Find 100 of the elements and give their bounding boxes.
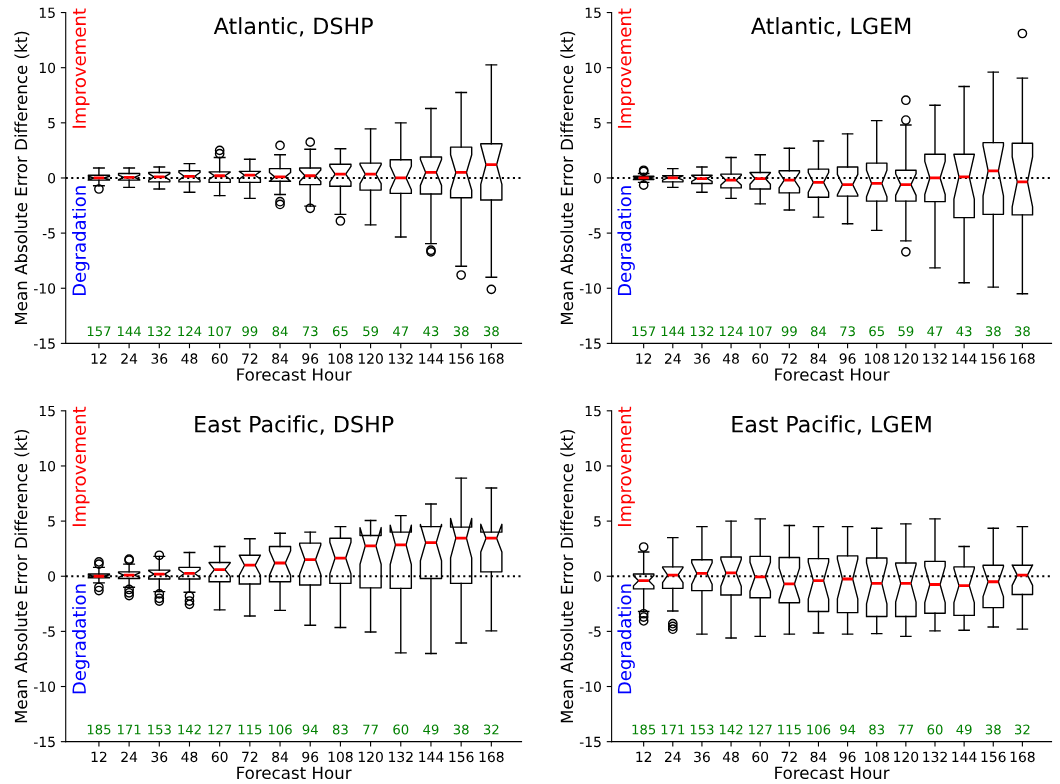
annotation: 84 xyxy=(272,326,288,337)
x-tick-label: 60 xyxy=(211,751,228,763)
x-tick-label: 72 xyxy=(781,751,797,762)
x-tick-label: 60 xyxy=(752,751,769,763)
annotation: 144 xyxy=(117,326,141,336)
y-tick-label: 5 xyxy=(48,516,55,527)
annotation: 47 xyxy=(927,326,943,336)
x-tick-label: 12 xyxy=(91,751,107,762)
annotation: Degradation xyxy=(72,186,90,296)
x-tick-label: 60 xyxy=(752,353,769,364)
annotation: 142 xyxy=(719,724,743,735)
annotation: 43 xyxy=(956,326,972,337)
annotation: 94 xyxy=(302,724,318,735)
x-tick-label: 24 xyxy=(121,751,138,762)
x-tick-label: 84 xyxy=(810,353,827,364)
x-tick-label: 132 xyxy=(389,353,413,364)
x-tick-label: 168 xyxy=(1010,751,1035,763)
x-tick-label: 12 xyxy=(91,353,107,364)
annotation: 38 xyxy=(985,724,1001,735)
annotation: 157 xyxy=(632,326,656,337)
annotation: 153 xyxy=(690,724,714,735)
x-tick-label: 36 xyxy=(694,353,710,364)
annotation: 171 xyxy=(117,724,141,735)
annotation: 153 xyxy=(148,724,171,735)
annotation: 43 xyxy=(423,326,439,337)
x-tick-label: 36 xyxy=(151,353,168,364)
x-tick-label: 132 xyxy=(389,751,413,763)
annotation: 60 xyxy=(393,724,409,735)
chart-title: East Pacific, DSHP xyxy=(195,415,394,435)
annotation: 32 xyxy=(1015,724,1030,735)
y-tick-label: 0 xyxy=(593,172,601,184)
x-tick-label: 24 xyxy=(121,353,138,364)
annotation: Improvement xyxy=(617,8,635,128)
x-tick-label: 156 xyxy=(981,353,1006,364)
x-tick-label: 96 xyxy=(302,353,319,364)
x-tick-label: 120 xyxy=(894,353,919,364)
annotation: Improvement xyxy=(72,8,90,128)
annotation: 60 xyxy=(927,724,943,735)
annotation: 115 xyxy=(238,724,262,735)
annotation: 65 xyxy=(332,326,348,337)
annotation: 185 xyxy=(87,724,111,735)
x-tick-label: 72 xyxy=(242,353,258,364)
annotation: Improvement xyxy=(72,406,90,527)
y-tick-label: 0 xyxy=(593,571,601,582)
annotation: 132 xyxy=(148,326,171,337)
x-tick-label: 108 xyxy=(865,353,890,364)
y-tick-label: -15 xyxy=(579,736,601,748)
x-tick-label: 156 xyxy=(449,353,474,364)
annotation: 94 xyxy=(840,724,856,735)
y-axis-title: Mean Absolute Error Difference (kt) xyxy=(14,31,30,325)
annotation: 38 xyxy=(453,326,469,337)
y-tick-label: -5 xyxy=(588,228,601,239)
x-tick-label: 120 xyxy=(358,353,383,364)
x-tick-label: 144 xyxy=(952,353,977,364)
x-tick-label: 156 xyxy=(449,751,474,763)
x-tick-label: 120 xyxy=(358,751,383,763)
y-axis-title: Mean Absolute Error Difference (kt) xyxy=(560,429,576,723)
x-tick-label: 48 xyxy=(181,751,198,763)
x-tick-label: 108 xyxy=(328,353,353,364)
x-tick-label: 168 xyxy=(479,751,504,763)
annotation: 32 xyxy=(483,724,499,735)
x-tick-label: 96 xyxy=(839,751,856,763)
y-tick-label: 5 xyxy=(594,516,601,527)
y-tick-label: 5 xyxy=(48,117,55,129)
y-tick-label: 15 xyxy=(585,7,601,19)
annotation: 73 xyxy=(840,326,855,337)
annotation: 77 xyxy=(898,724,914,735)
x-tick-label: 168 xyxy=(479,353,504,364)
x-tick-label: 108 xyxy=(865,751,890,763)
annotation: 59 xyxy=(363,326,379,337)
y-tick-label: -15 xyxy=(579,338,601,349)
annotation: Degradation xyxy=(617,186,635,296)
x-tick-label: 132 xyxy=(923,353,947,364)
x-axis-title: Forecast Hour xyxy=(237,368,352,381)
x-tick-label: 84 xyxy=(272,353,289,364)
x-tick-label: 12 xyxy=(636,353,652,364)
y-tick-label: -10 xyxy=(33,283,56,294)
y-tick-label: 5 xyxy=(594,117,601,129)
y-tick-label: 15 xyxy=(585,405,601,417)
annotation: 49 xyxy=(956,724,972,735)
annotation: 124 xyxy=(719,326,743,336)
annotation: 157 xyxy=(87,326,111,337)
x-tick-label: 24 xyxy=(664,751,681,762)
x-tick-label: 12 xyxy=(636,751,652,762)
y-tick-label: 15 xyxy=(39,7,55,19)
annotation: 77 xyxy=(363,724,378,735)
x-axis-title: Forecast Hour xyxy=(237,766,352,780)
annotation: 106 xyxy=(268,724,292,735)
x-tick-label: 96 xyxy=(839,353,856,364)
x-tick-label: 144 xyxy=(419,353,444,364)
x-tick-label: 168 xyxy=(1010,353,1035,364)
y-axis-title: Mean Absolute Error Difference (kt) xyxy=(14,429,30,723)
annotation: 84 xyxy=(810,326,827,337)
annotation: 144 xyxy=(661,326,685,336)
chart-title: Atlantic, LGEM xyxy=(751,17,911,37)
x-tick-label: 96 xyxy=(302,751,319,763)
y-axis-title: Mean Absolute Error Difference (kt) xyxy=(560,31,576,325)
annotation: 38 xyxy=(453,724,469,735)
y-tick-label: -5 xyxy=(42,626,55,637)
x-tick-label: 84 xyxy=(272,751,289,763)
